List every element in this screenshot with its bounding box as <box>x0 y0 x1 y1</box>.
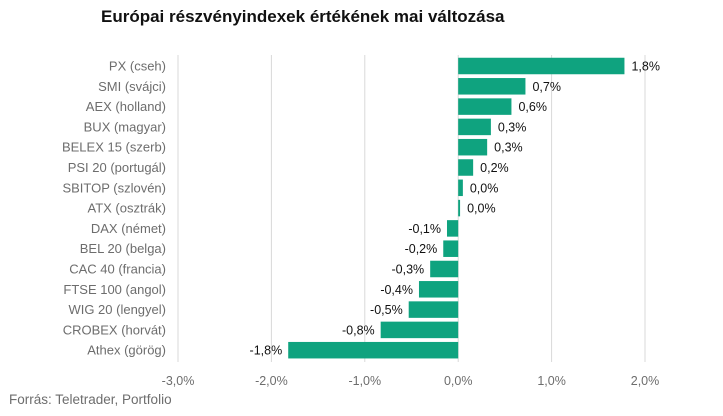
bar <box>430 260 459 278</box>
category-label: ATX (osztrák) <box>88 201 167 216</box>
category-label: BEL 20 (belga) <box>80 241 166 256</box>
data-label: -0,8% <box>342 323 375 337</box>
bar <box>458 179 463 197</box>
data-label: -0,2% <box>405 242 438 256</box>
data-label: -1,8% <box>250 344 283 358</box>
category-label: SMI (svájci) <box>98 79 166 94</box>
bar <box>408 301 459 318</box>
category-label: AEX (holland) <box>86 99 166 114</box>
bar <box>458 138 488 156</box>
data-label: -0,5% <box>370 303 403 317</box>
bar <box>458 98 512 115</box>
bar <box>288 341 459 359</box>
bar <box>443 240 459 257</box>
category-label: BUX (magyar) <box>84 119 166 134</box>
data-label: 0,3% <box>494 141 523 155</box>
x-tick-label: -1,0% <box>348 374 381 388</box>
data-label: -0,3% <box>392 263 425 277</box>
data-label: -0,4% <box>380 283 413 297</box>
bar <box>458 57 625 75</box>
data-label: 0,3% <box>498 120 527 134</box>
bar <box>380 321 459 339</box>
bar <box>458 78 526 95</box>
category-label: DAX (német) <box>91 221 166 236</box>
source-note: Forrás: Teletrader, Portfolio <box>9 392 172 407</box>
category-label: CAC 40 (francia) <box>69 262 166 277</box>
data-label: 1,8% <box>631 60 660 74</box>
data-label: -0,1% <box>408 222 441 236</box>
category-label: PSI 20 (portugál) <box>68 160 166 175</box>
data-label: 0,0% <box>470 181 499 195</box>
category-label: PX (cseh) <box>109 59 166 74</box>
x-tick-label: -3,0% <box>162 374 195 388</box>
data-label: 0,6% <box>518 100 547 114</box>
category-label: FTSE 100 (angol) <box>63 282 166 297</box>
data-label: 0,7% <box>532 80 561 94</box>
chart-title: Európai részvényindexek értékének mai vá… <box>101 7 505 26</box>
bar <box>418 281 459 298</box>
x-tick-label: -2,0% <box>255 374 288 388</box>
x-tick-label: 2,0% <box>631 374 660 388</box>
bar <box>446 220 459 237</box>
category-label: Athex (görög) <box>87 343 166 358</box>
data-label: 0,0% <box>467 202 496 216</box>
bar <box>458 199 461 217</box>
bar <box>458 159 474 176</box>
bar <box>458 118 491 136</box>
category-label: BELEX 15 (szerb) <box>62 140 166 155</box>
category-label: CROBEX (horvát) <box>63 322 166 337</box>
x-tick-label: 1,0% <box>537 374 566 388</box>
x-tick-label: 0,0% <box>444 374 473 388</box>
category-label: SBITOP (szlovén) <box>62 180 166 195</box>
data-label: 0,2% <box>480 161 509 175</box>
category-label: WIG 20 (lengyel) <box>68 302 166 317</box>
